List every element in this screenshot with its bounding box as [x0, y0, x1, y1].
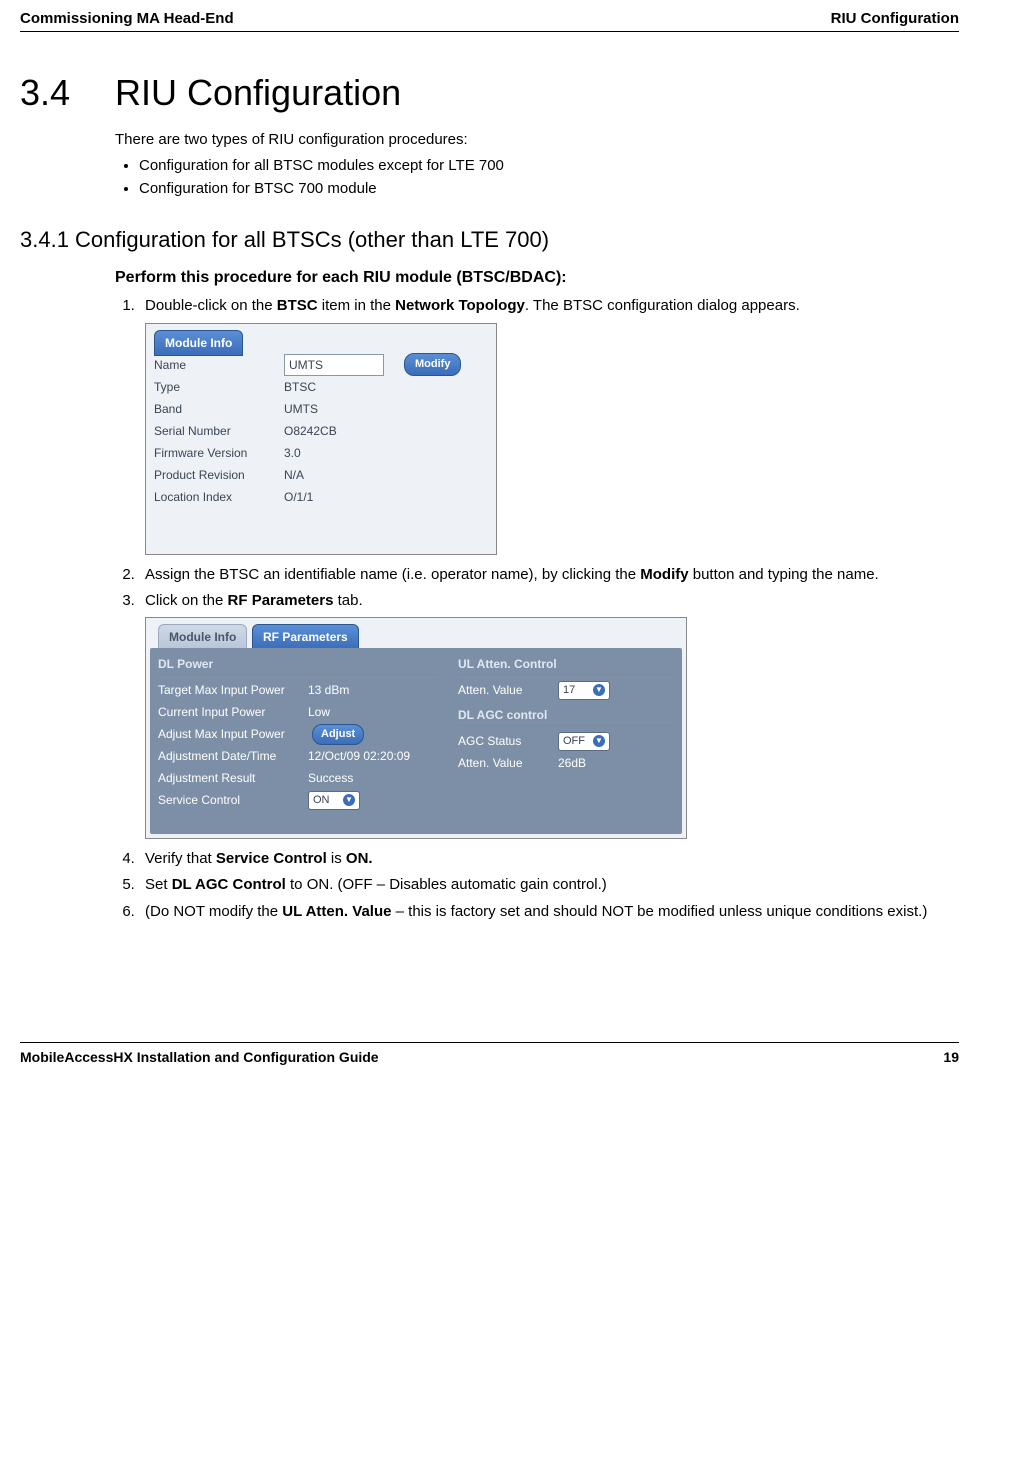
service-control-label: Service Control [158, 792, 308, 808]
adj-result-value: Success [308, 770, 408, 786]
step-6: (Do NOT modify the UL Atten. Value – thi… [139, 902, 959, 922]
bullet-item: Configuration for all BTSC modules excep… [139, 156, 959, 176]
perform-heading: Perform this procedure for each RIU modu… [115, 267, 959, 289]
agc-status-label: AGC Status [458, 733, 558, 749]
intro-text: There are two types of RIU configuration… [115, 130, 959, 150]
rf-parameters-tab[interactable]: RF Parameters [252, 624, 359, 650]
step-2: Assign the BTSC an identifiable name (i.… [139, 565, 959, 585]
name-input[interactable]: UMTS [284, 354, 384, 376]
dl-power-header: DL Power [158, 656, 438, 675]
step-5: Set DL AGC Control to ON. (OFF – Disable… [139, 875, 959, 895]
page-header: Commissioning MA Head-End RIU Configurat… [20, 10, 959, 32]
current-input-label: Current Input Power [158, 704, 308, 720]
atten-value-dropdown[interactable]: 17▼ [558, 681, 610, 700]
service-control-dropdown[interactable]: ON▼ [308, 791, 360, 810]
step-3: Click on the RF Parameters tab. Module I… [139, 591, 959, 839]
name-label: Name [154, 357, 284, 373]
revision-value: N/A [284, 467, 384, 483]
type-label: Type [154, 379, 284, 395]
band-value: UMTS [284, 401, 384, 417]
target-max-label: Target Max Input Power [158, 682, 308, 698]
atten-value-label: Atten. Value [458, 682, 558, 698]
header-left: Commissioning MA Head-End [20, 10, 234, 27]
section-title: RIU Configuration [115, 72, 401, 114]
bullet-list: Configuration for all BTSC modules excep… [115, 156, 959, 199]
module-info-panel: Module Info Name UMTS Modify TypeBTSC Ba… [145, 323, 497, 555]
target-max-value: 13 dBm [308, 682, 408, 698]
header-right: RIU Configuration [831, 10, 959, 27]
chevron-down-icon: ▼ [343, 794, 355, 806]
revision-label: Product Revision [154, 467, 284, 483]
footer-left: MobileAccessHX Installation and Configur… [20, 1049, 379, 1065]
adj-date-label: Adjustment Date/Time [158, 748, 308, 764]
step-1: Double-click on the BTSC item in the Net… [139, 296, 959, 554]
serial-value: O8242CB [284, 423, 384, 439]
footer-page-number: 19 [943, 1049, 959, 1065]
bullet-item: Configuration for BTSC 700 module [139, 179, 959, 199]
steps-list: Double-click on the BTSC item in the Net… [115, 296, 959, 922]
type-value: BTSC [284, 379, 384, 395]
section-number: 3.4 [20, 72, 115, 114]
firmware-value: 3.0 [284, 445, 384, 461]
dl-agc-header: DL AGC control [458, 707, 674, 726]
location-label: Location Index [154, 489, 284, 505]
page-footer: MobileAccessHX Installation and Configur… [20, 1042, 959, 1065]
atten-value2-value: 26dB [558, 755, 658, 771]
chevron-down-icon: ▼ [593, 684, 605, 696]
ul-atten-header: UL Atten. Control [458, 656, 674, 675]
modify-button[interactable]: Modify [404, 353, 461, 376]
atten-value2-label: Atten. Value [458, 755, 558, 771]
firmware-label: Firmware Version [154, 445, 284, 461]
chevron-down-icon: ▼ [593, 735, 605, 747]
band-label: Band [154, 401, 284, 417]
agc-status-dropdown[interactable]: OFF▼ [558, 732, 610, 751]
location-value: O/1/1 [284, 489, 384, 505]
subsection-heading: 3.4.1 Configuration for all BTSCs (other… [20, 227, 959, 253]
section-heading: 3.4 RIU Configuration [20, 72, 959, 114]
adjust-max-label: Adjust Max Input Power [158, 726, 308, 742]
adjust-button[interactable]: Adjust [312, 724, 364, 745]
serial-label: Serial Number [154, 423, 284, 439]
adj-date-value: 12/Oct/09 02:20:09 [308, 748, 438, 764]
current-input-value: Low [308, 704, 408, 720]
step-4: Verify that Service Control is ON. [139, 849, 959, 869]
module-info-tab[interactable]: Module Info [158, 624, 247, 650]
module-info-tab[interactable]: Module Info [154, 330, 243, 356]
rf-parameters-panel: Module Info RF Parameters DL Power Targe… [145, 617, 687, 839]
adj-result-label: Adjustment Result [158, 770, 308, 786]
